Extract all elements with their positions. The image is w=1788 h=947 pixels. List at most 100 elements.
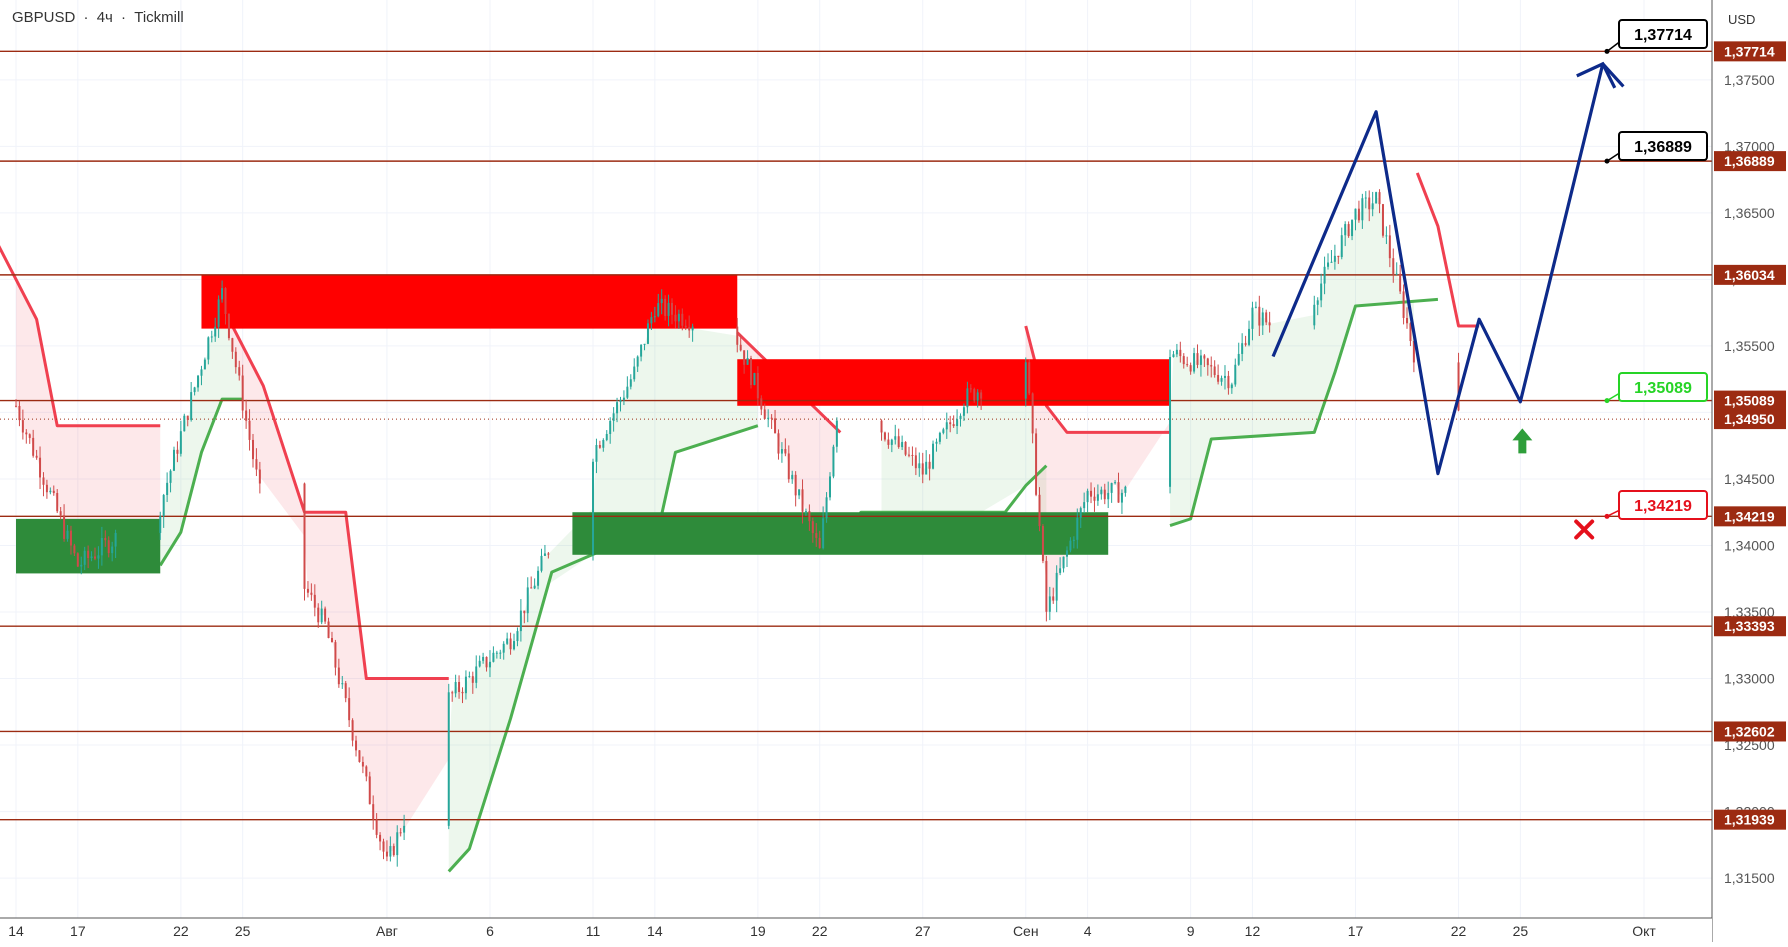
chart-header: GBPUSD · 4ч · Tickmill — [12, 9, 188, 26]
level-price-label: 1,36034 — [1724, 267, 1775, 283]
candle-body — [18, 405, 21, 421]
candle-body — [1223, 375, 1226, 378]
candle-body — [1323, 266, 1326, 284]
candle-body — [976, 392, 979, 401]
candle-body — [1093, 496, 1096, 501]
x-tick-label: 11 — [586, 923, 601, 939]
candle-body — [28, 434, 31, 438]
candle-body — [1333, 255, 1336, 262]
timeframe-label[interactable]: 4ч — [96, 9, 113, 26]
x-tick-label: 14 — [647, 923, 663, 939]
candle-body — [1337, 255, 1340, 258]
level-price-badge — [1714, 41, 1786, 62]
candle-body — [640, 344, 643, 357]
candle-body — [385, 851, 388, 857]
candle-body — [1031, 393, 1034, 434]
candle-body — [664, 298, 667, 316]
candle-body — [1457, 362, 1460, 411]
candle-body — [245, 410, 248, 421]
levels — [0, 50, 1712, 821]
x-tick-label: 14 — [8, 923, 24, 939]
candle-body — [952, 424, 955, 427]
candle-body — [1313, 304, 1316, 326]
candle-body — [461, 691, 464, 694]
candle-body — [258, 469, 261, 484]
candle-body — [966, 388, 969, 408]
candle-body — [32, 437, 35, 456]
candle-body — [1065, 550, 1068, 557]
currency-label[interactable]: USD — [1728, 12, 1756, 27]
candle-body — [815, 533, 818, 538]
candle-body — [1069, 540, 1072, 551]
symbol-name[interactable]: GBPUSD — [12, 9, 76, 26]
candle-body — [612, 413, 615, 421]
candle-body — [798, 489, 801, 496]
candle-body — [389, 846, 392, 857]
candle-body — [674, 314, 677, 322]
header-separator: · — [83, 9, 89, 26]
candle-body — [1110, 483, 1113, 493]
candle-body — [1261, 312, 1264, 326]
candle-body — [162, 494, 165, 517]
candle-body — [901, 441, 904, 448]
candle-body — [650, 317, 653, 324]
candle-body — [791, 474, 794, 480]
candle-body — [1399, 273, 1402, 292]
candle-body — [784, 449, 787, 454]
candle-body — [69, 530, 72, 546]
candle-body — [794, 474, 797, 496]
candle-body — [825, 497, 828, 519]
forecast-arrowhead — [1576, 61, 1617, 89]
candle-body — [330, 638, 333, 643]
candle-body — [921, 463, 924, 475]
candle-body — [190, 392, 193, 420]
candle-body — [197, 375, 200, 388]
candle-body — [458, 681, 461, 692]
candle-body — [1048, 596, 1051, 612]
candle-body — [1409, 323, 1412, 342]
candle-body — [1203, 355, 1206, 359]
candle-body — [959, 415, 962, 420]
candle-body — [818, 537, 821, 549]
candle-body — [756, 372, 759, 399]
y-tick-label: 1,35500 — [1724, 338, 1775, 354]
candle-body — [396, 832, 399, 856]
level-price-badge — [1714, 721, 1786, 742]
candle-body — [227, 313, 230, 339]
candle-body — [66, 530, 69, 539]
y-tick-label: 1,37000 — [1724, 138, 1775, 154]
level-price-badge — [1714, 264, 1786, 285]
candle-body — [547, 553, 550, 555]
candle-body — [1120, 492, 1123, 503]
candle-body — [653, 316, 656, 318]
candle-body — [471, 676, 474, 683]
trend-fill-up — [448, 300, 758, 872]
candle-body — [214, 326, 217, 337]
candle-body — [176, 449, 179, 454]
candle-body — [1320, 283, 1323, 301]
candle-body — [894, 436, 897, 440]
candle-body — [949, 422, 952, 425]
candle-body — [451, 692, 454, 694]
time-axis: 14 17 22 25 Авг 6 11 14 19 22 27 Сен 4 9 12 17 22 25 Окт — [0, 917, 1712, 942]
candle-body — [1330, 261, 1333, 263]
candle-body — [595, 445, 598, 462]
candle-body — [403, 825, 406, 833]
x-tick-label: 25 — [1513, 923, 1529, 939]
candle-body — [1361, 198, 1364, 221]
x-tick-label: 4 — [1084, 923, 1092, 939]
candle-body — [1368, 197, 1371, 210]
candle-body — [1227, 375, 1230, 389]
candle-body — [1117, 482, 1120, 503]
y-tick-label: 1,34500 — [1724, 471, 1775, 487]
candle-body — [1210, 365, 1213, 367]
candle-body — [255, 459, 258, 470]
entry-arrow-icon — [1512, 428, 1533, 454]
candle-body — [1169, 357, 1172, 487]
callout-entry-label: 1,35089 — [1634, 380, 1692, 397]
candle-body — [1316, 300, 1319, 305]
level-price-label: 1,35089 — [1724, 393, 1775, 409]
candle-body — [1351, 219, 1354, 237]
